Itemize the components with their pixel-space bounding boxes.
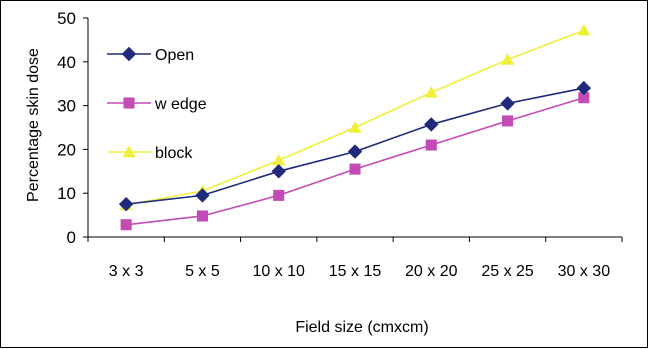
data-point [424,85,438,98]
x-tick-label: 30 x 30 [558,263,611,280]
y-axis: 0 10 20 30 40 50 [57,9,89,247]
series-layer [118,23,592,231]
x-tick-label: 5 x 5 [185,263,220,280]
data-point [349,163,361,175]
y-tick-label: 0 [67,228,76,247]
data-point [502,115,514,127]
data-point [195,188,210,203]
x-tick-label: 25 x 25 [481,263,534,280]
series-1 [120,92,590,231]
x-axis-title: Field size (cmxcm) [295,319,428,336]
data-point [576,80,592,96]
x-tick-label: 10 x 10 [252,263,305,280]
data-point [424,117,439,132]
y-tick-label: 40 [57,53,76,72]
data-point [273,189,285,201]
x-tick-label: 3 x 3 [109,263,144,280]
data-point [578,92,590,104]
y-tick-label: 10 [57,184,76,203]
series-0 [118,80,592,212]
data-point [500,96,515,111]
data-point [122,145,136,158]
data-point [123,97,135,109]
data-point [271,164,286,179]
legend-item: Open [107,46,194,64]
y-tick-label: 20 [57,140,76,159]
data-point [196,210,208,222]
legend-item: block [107,145,193,162]
data-point [425,139,437,151]
data-point [501,53,515,65]
x-axis: 3 x 3 5 x 5 10 x 10 15 x 15 20 x 20 25 x 25 30… [87,236,623,280]
y-tick-label: 50 [57,9,76,28]
data-point [121,46,137,62]
y-tick-label: 30 [57,97,76,116]
legend-label: block [155,145,193,162]
legend-item: w edge [107,96,207,113]
data-point [120,219,132,231]
data-point [347,144,363,159]
data-point [118,196,134,212]
x-tick-label: 20 x 20 [405,263,458,280]
y-axis-title: Percentage skin dose [25,48,42,202]
data-point [577,23,591,36]
legend-label: Open [155,47,194,64]
data-point [272,153,286,166]
x-tick-label: 15 x 15 [329,263,382,280]
legend: Open w edge block [107,46,207,162]
data-point [348,121,362,133]
legend-label: w edge [154,96,207,113]
